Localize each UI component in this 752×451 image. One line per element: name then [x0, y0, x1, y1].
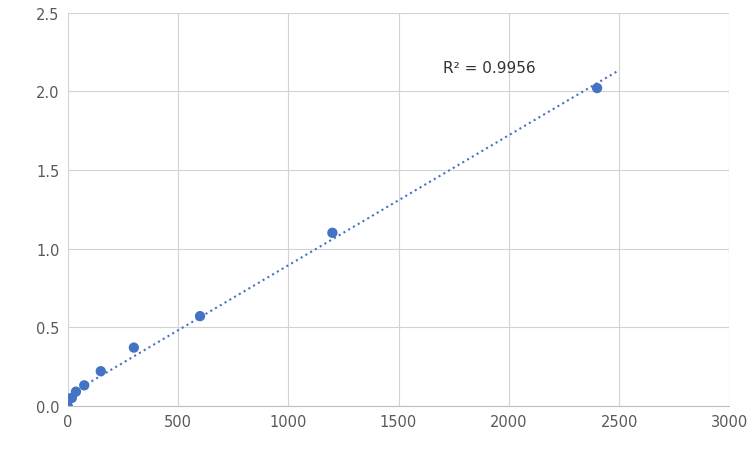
Point [128, 344, 140, 351]
Point [95, 368, 107, 375]
Point [78, 382, 90, 389]
Point [326, 230, 338, 237]
Point [66, 395, 77, 402]
Point [62, 402, 74, 410]
Text: R² = 0.9956: R² = 0.9956 [443, 61, 535, 76]
Point [70, 388, 82, 396]
Point [591, 85, 603, 92]
Point [194, 313, 206, 320]
